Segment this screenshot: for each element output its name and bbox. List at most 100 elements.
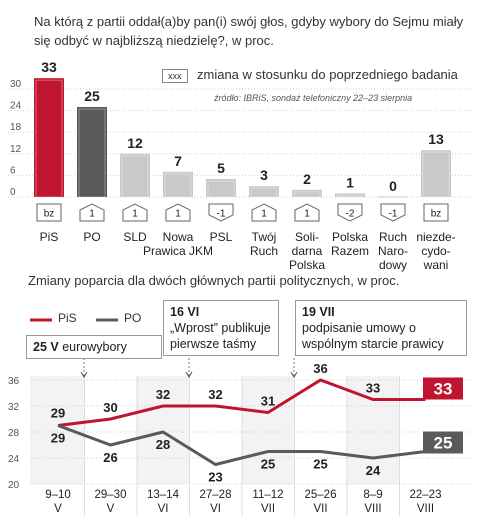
bar-ytick-label: 6 (10, 165, 16, 176)
line-ytick-label: 24 (8, 454, 20, 465)
bar-category-label: Naro- (378, 244, 408, 258)
bar-3 (163, 171, 193, 197)
line-chart: 36 32 28 24 20 29 30 32 32 31 36 33 29 26 28 23 25 25 24 33… (8, 358, 470, 516)
line-ytick-label: 28 (8, 428, 20, 439)
column-band (84, 376, 137, 484)
change-value: bz (44, 209, 55, 220)
point-label-PiS: 33 (366, 381, 380, 396)
bar-category-label: PSL (210, 230, 233, 244)
annotation-arrow (80, 371, 88, 378)
legend-swatch-box: xxx (162, 69, 188, 83)
change-badge (165, 203, 191, 222)
change-badge (79, 203, 105, 222)
bar-value-label: 25 (84, 88, 100, 104)
change-value: -2 (346, 209, 355, 220)
x-tick-label: VIII (417, 503, 434, 515)
point-label-PO: 28 (156, 437, 170, 452)
change-badge (294, 203, 320, 222)
bar-4 (206, 179, 236, 197)
source-note: źródło: IBRiS, sondaż telefoniczny 22–23… (214, 93, 413, 103)
bar-category-label: cydo- (421, 244, 450, 258)
annotation-wprost-date: 16 VI (170, 305, 200, 319)
bar-category-label: wani (423, 258, 449, 272)
change-badge (337, 203, 363, 222)
bar-highlight (207, 180, 235, 198)
bar-category-label: Prawica JKM (143, 244, 213, 258)
annotation-umowa-text: podpisanie umowy o wspólnym starcie praw… (302, 321, 444, 351)
point-label-PO: 25 (313, 457, 327, 472)
bar-ytick-label: 18 (10, 122, 22, 133)
bar-category-label: darna (292, 244, 323, 258)
final-label-box-PO (423, 431, 463, 454)
x-tick-label: V (54, 503, 62, 515)
change-badge (380, 203, 406, 222)
bar-category-label: Razem (331, 244, 369, 258)
point-label-PO: 29 (51, 431, 65, 446)
legend-po-label: PO (124, 311, 142, 325)
x-tick-label: 22–23 (410, 489, 442, 501)
bar-value-label: 3 (260, 167, 268, 183)
bar-highlight (250, 187, 278, 198)
change-value: 1 (175, 209, 181, 220)
annotation-umowa: 19 VII podpisanie umowy o wspólnym starc… (295, 300, 467, 356)
final-label-PO: 25 (434, 434, 453, 453)
x-tick-label: 25–26 (305, 489, 337, 501)
change-value: 1 (132, 209, 138, 220)
line-ytick-label: 20 (8, 480, 20, 491)
bar-highlight (336, 194, 364, 198)
series-line-PiS (57, 378, 426, 427)
bar-1 (77, 107, 107, 197)
bar-category-label: Ruch (379, 230, 407, 244)
bar-ytick-label: 30 (10, 79, 22, 90)
x-tick-label: 27–28 (200, 489, 232, 501)
bar-category-label: PiS (40, 230, 59, 244)
line-legend (30, 318, 118, 322)
bar-category-label: Ruch (250, 244, 278, 258)
bar-chart: 302418126033bzPiS251PO121SLD71NowaPrawic… (8, 59, 472, 272)
point-label-PO: 25 (261, 457, 275, 472)
bar-category-label: Nowa (163, 230, 194, 244)
bar-value-label: 13 (428, 131, 444, 147)
x-tick-label: 9–10 (45, 489, 71, 501)
main-title: Na którą z partii oddał(a)by pan(i) swój… (34, 14, 464, 48)
final-label-PiS: 33 (434, 380, 453, 399)
change-value: 1 (261, 209, 267, 220)
bar-value-label: 33 (41, 59, 57, 75)
bar-category-label: Soli- (295, 230, 319, 244)
x-tick-label: VI (210, 503, 221, 515)
annotation-wprost-text: „Wprost” publikuje pierwsze taśmy (170, 321, 271, 351)
bar-category-label: PO (83, 230, 100, 244)
bar-highlight (78, 108, 106, 198)
bar-2 (120, 153, 150, 197)
bar-highlight (164, 173, 192, 198)
change-value: -1 (217, 209, 226, 220)
bar-category-label: Twój (252, 230, 277, 244)
annotation-eurowybory-date: 25 V (33, 340, 59, 354)
x-tick-label: VI (158, 503, 169, 515)
x-tick-label: VII (261, 503, 275, 515)
change-value: 1 (89, 209, 95, 220)
change-badge (208, 203, 234, 222)
bar-0 (34, 78, 64, 197)
bar-value-label: 12 (127, 135, 143, 151)
change-value: 1 (304, 209, 310, 220)
bar-5 (249, 186, 279, 197)
bar-value-label: 5 (217, 160, 225, 176)
bar-category-label: Polska (332, 230, 368, 244)
bar-highlight (293, 191, 321, 198)
x-tick-label: 13–14 (147, 489, 180, 501)
bar-6 (292, 189, 322, 197)
bar-highlight (422, 151, 450, 198)
bar-value-label: 7 (174, 153, 182, 169)
column-band (242, 376, 294, 484)
legend-label: zmiana w stosunku do poprzedniego badani… (197, 67, 458, 82)
annotation-eurowybory-text: eurowybory (62, 340, 127, 354)
x-tick-label: V (107, 503, 115, 515)
bar-category-label: SLD (123, 230, 147, 244)
line-ytick-label: 32 (8, 402, 20, 413)
x-tick-label: VII (313, 503, 327, 515)
bar-category-label: niezde- (416, 230, 455, 244)
bar-ytick-label: 12 (10, 144, 22, 155)
point-label-PiS: 32 (208, 387, 222, 402)
change-badge (251, 203, 277, 222)
